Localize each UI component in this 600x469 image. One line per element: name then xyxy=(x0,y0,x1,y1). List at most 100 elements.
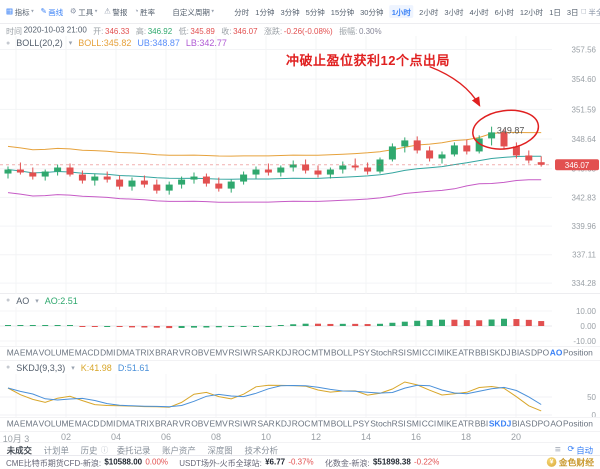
skdj-indicator-panel: ● SKDJ(9,3,3) ▾ K:41.98 D:51.61 50 0 xyxy=(0,361,600,418)
screen-toggle-button[interactable]: □半全屏 xyxy=(582,6,600,17)
indicator-tab-volume[interactable]: VOLUME xyxy=(38,349,75,359)
indicator-tab-obv[interactable]: OBV xyxy=(191,349,210,359)
visibility-icon[interactable]: ● xyxy=(6,364,11,371)
indicator-tab-obv[interactable]: OBV xyxy=(191,419,209,429)
period-tab-2小时[interactable]: 2小时 xyxy=(419,8,439,17)
indicator-tab-vr[interactable]: VR xyxy=(179,349,191,359)
indicator-tab-bias[interactable]: BIAS xyxy=(511,349,531,359)
indicator-tab-dmi[interactable]: DMI xyxy=(100,349,116,359)
indicator-tab-stochrsi[interactable]: StochRSI xyxy=(370,349,406,359)
indicator-tab-psy[interactable]: PSY xyxy=(352,419,370,429)
skdj-name[interactable]: SKDJ(9,3,3) xyxy=(16,362,66,373)
indicator-tab-ma[interactable]: MA xyxy=(6,419,20,429)
indicator-tab-wr[interactable]: WR xyxy=(242,419,257,429)
tool-button-画线[interactable]: ✎ 画线 xyxy=(40,6,63,17)
indicator-tab-emv[interactable]: EMV xyxy=(209,419,228,429)
indicator-tab-atr[interactable]: ATR xyxy=(457,419,475,429)
order-tab-深度图[interactable]: 深度图 xyxy=(207,445,233,456)
indicator-tab-vr[interactable]: VR xyxy=(178,419,191,429)
chevron-down-icon[interactable]: ▾ xyxy=(35,297,39,305)
indicator-tab-wr[interactable]: WR xyxy=(243,349,258,359)
period-tab-1分钟[interactable]: 1分钟 xyxy=(255,8,275,17)
tool-button-指标[interactable]: ▦ 指标 ▾ xyxy=(6,6,34,17)
indicator-tab-skdj[interactable]: SKDJ xyxy=(489,349,511,359)
indicator-tab-roc[interactable]: ROC xyxy=(291,349,311,359)
auto-button[interactable]: ⟳ 自动 xyxy=(568,443,594,455)
tool-button-警报[interactable]: ⚠ 警报 xyxy=(104,6,127,17)
indicator-tab-dpo[interactable]: DPO xyxy=(531,419,550,429)
custom-period-button[interactable]: 自定义周期 ▾ xyxy=(172,6,214,17)
indicator-tab-smi[interactable]: SMI xyxy=(406,349,422,359)
indicator-tab-kdj[interactable]: KDJ xyxy=(275,419,292,429)
indicator-tab-dpo[interactable]: DPO xyxy=(530,349,550,359)
indicator-tab-macd[interactable]: MACD xyxy=(74,349,100,359)
period-tab-5分钟[interactable]: 5分钟 xyxy=(305,8,325,17)
indicator-tab-brar[interactable]: BRAR xyxy=(155,419,179,429)
period-tab-分时[interactable]: 分时 xyxy=(234,8,250,17)
indicator-tab-trix[interactable]: TRIX xyxy=(135,349,155,359)
indicator-tab-brar[interactable]: BRAR xyxy=(155,349,179,359)
indicator-tab-rsi[interactable]: RSI xyxy=(228,419,243,429)
period-tab-30分钟[interactable]: 30分钟 xyxy=(360,8,384,17)
candle-body xyxy=(29,172,37,177)
order-tab-计划单[interactable]: 计划单 xyxy=(43,445,69,456)
tool-button-工具[interactable]: ⚙ 工具 ▾ xyxy=(70,6,97,17)
tool-button-胜率[interactable]: ◔ 胜率 xyxy=(134,6,155,17)
indicator-tab-cci[interactable]: CCI xyxy=(422,349,437,359)
indicator-tab-sar[interactable]: SAR xyxy=(257,349,275,359)
indicator-tab-mtm[interactable]: MTM xyxy=(311,419,331,429)
indicator-tab-macd[interactable]: MACD xyxy=(74,419,100,429)
indicator-tab-position[interactable]: Position xyxy=(563,419,593,429)
visibility-icon[interactable]: ● xyxy=(6,297,11,305)
ao-name[interactable]: AO xyxy=(16,295,30,306)
indicator-tab-sar[interactable]: SAR xyxy=(257,419,275,429)
indicator-tab-ao[interactable]: AO xyxy=(549,349,563,359)
indicator-tab-bbi[interactable]: BBI xyxy=(474,419,489,429)
indicator-tab-ao[interactable]: AO xyxy=(550,419,563,429)
chevron-down-icon[interactable]: ▾ xyxy=(71,364,75,372)
period-tab-15分钟[interactable]: 15分钟 xyxy=(330,8,355,17)
order-tab-历史[interactable]: 历史 xyxy=(80,445,98,456)
indicator-tab-ema[interactable]: EMA xyxy=(19,349,39,359)
period-tab-6小时[interactable]: 6小时 xyxy=(494,8,514,17)
indicator-tab-stochrsi[interactable]: StochRSI xyxy=(370,419,406,429)
order-tab-账户资产[interactable]: 账户资产 xyxy=(162,445,196,456)
main-chart-panel[interactable]: 357.56354.60351.59348.64345.68342.83339.… xyxy=(0,36,600,295)
indicator-tab-kdj[interactable]: KDJ xyxy=(275,349,292,359)
period-tab-4小时[interactable]: 4小时 xyxy=(469,8,489,17)
indicator-tab-volume[interactable]: VOLUME xyxy=(38,419,75,429)
indicator-tab-dmi[interactable]: DMI xyxy=(100,419,116,429)
period-tab-3小时[interactable]: 3小时 xyxy=(444,8,464,17)
menu-icon[interactable]: ≡ xyxy=(554,443,561,455)
order-tab-未成交[interactable]: 未成交 xyxy=(6,445,32,456)
indicator-tab-mike[interactable]: MIKE xyxy=(437,349,458,359)
period-tab-1小时[interactable]: 1小时 xyxy=(389,4,414,18)
indicator-tab-bias[interactable]: BIAS xyxy=(511,419,531,429)
indicator-tab-position[interactable]: Position xyxy=(562,349,593,359)
indicator-tab-skdj[interactable]: SKDJ xyxy=(488,419,512,429)
indicator-tab-dma[interactable]: DMA xyxy=(116,349,135,359)
period-tab-12小时[interactable]: 12小时 xyxy=(519,8,544,17)
indicator-tab-emv[interactable]: EMV xyxy=(209,349,228,359)
indicator-tab-smi[interactable]: SMI xyxy=(406,419,422,429)
indicator-tab-dma[interactable]: DMA xyxy=(116,419,135,429)
indicator-tab-ma[interactable]: MA xyxy=(6,349,20,359)
indicator-tab-boll[interactable]: BOLL xyxy=(330,349,353,359)
indicator-tab-roc[interactable]: ROC xyxy=(291,419,311,429)
indicator-tab-ema[interactable]: EMA xyxy=(19,419,39,429)
indicator-tab-atr[interactable]: ATR xyxy=(458,349,475,359)
indicator-tab-mike[interactable]: MIKE xyxy=(436,419,458,429)
period-tab-3分钟[interactable]: 3分钟 xyxy=(280,8,300,17)
order-tab-委托记录[interactable]: 委托记录 xyxy=(116,445,151,456)
indicator-tab-trix[interactable]: TRIX xyxy=(135,419,155,429)
indicator-tab-psy[interactable]: PSY xyxy=(353,349,370,359)
candle-body xyxy=(388,146,396,160)
indicator-tab-cci[interactable]: CCI xyxy=(421,419,437,429)
indicator-tab-bbi[interactable]: BBI xyxy=(475,349,489,359)
order-tab-技术分析[interactable]: 技术分析 xyxy=(244,445,279,456)
period-tab-3日[interactable]: 3日 xyxy=(566,8,579,17)
period-tab-1日[interactable]: 1日 xyxy=(549,8,561,17)
indicator-tab-mtm[interactable]: MTM xyxy=(311,349,331,359)
indicator-tab-rsi[interactable]: RSI xyxy=(228,349,243,359)
indicator-tab-boll[interactable]: BOLL xyxy=(330,419,353,429)
